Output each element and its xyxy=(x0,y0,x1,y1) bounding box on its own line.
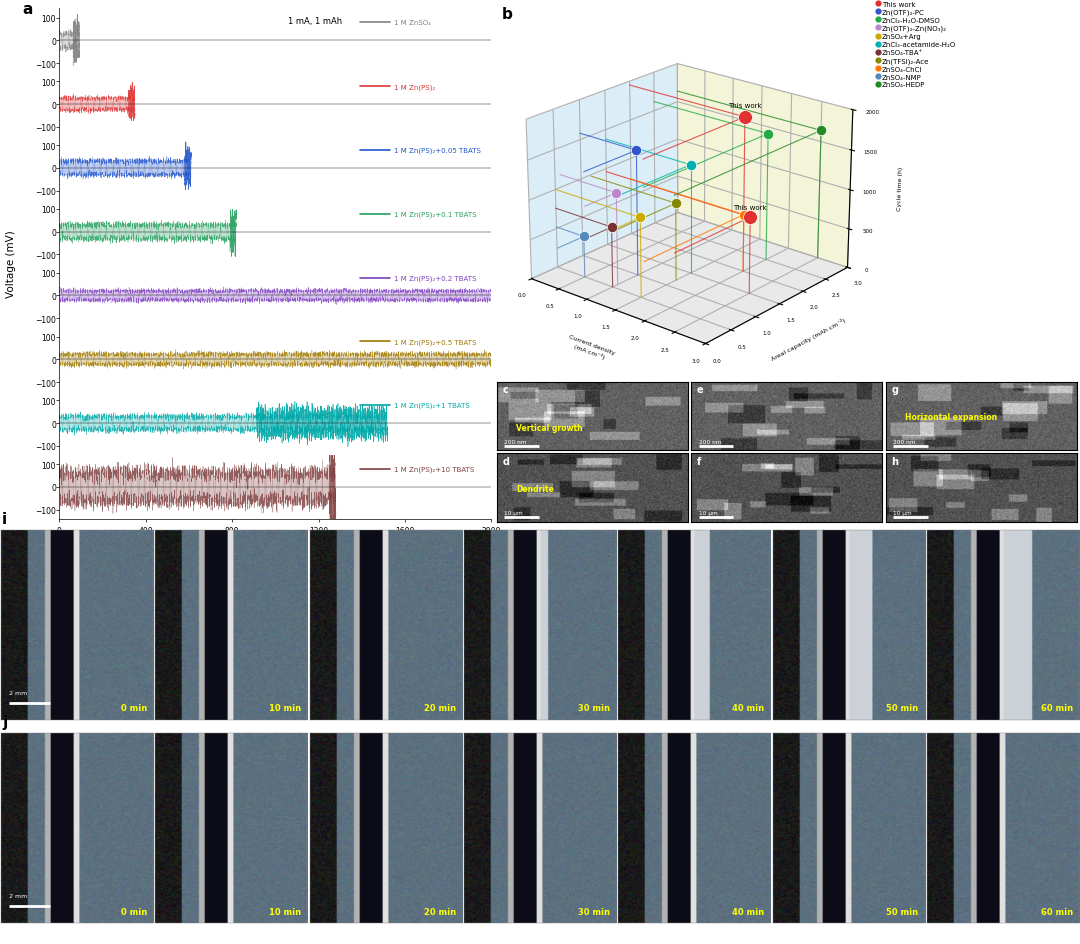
Text: d: d xyxy=(502,456,510,466)
Text: h: h xyxy=(891,456,899,466)
Text: 10 μm: 10 μm xyxy=(504,511,523,515)
Text: g: g xyxy=(891,385,899,395)
Text: 1 M Zn(PS)₂+0.1 TBATS: 1 M Zn(PS)₂+0.1 TBATS xyxy=(394,211,476,218)
Text: 200 nm: 200 nm xyxy=(699,440,721,445)
Text: Vertical growth: Vertical growth xyxy=(516,423,582,432)
X-axis label: Time (h): Time (h) xyxy=(255,539,296,548)
Text: j: j xyxy=(2,715,8,730)
Text: 10 μm: 10 μm xyxy=(699,511,717,515)
Text: 1 M Zn(PS)₂+0.05 TBATS: 1 M Zn(PS)₂+0.05 TBATS xyxy=(394,147,481,154)
Text: 1 M Zn(PS)₂+0.5 TBATS: 1 M Zn(PS)₂+0.5 TBATS xyxy=(394,339,476,346)
Text: 1 M ZnSO₄: 1 M ZnSO₄ xyxy=(394,21,431,26)
Text: Uniform growth: Uniform growth xyxy=(998,762,1008,836)
Y-axis label: Areal capacity (mAh cm⁻²): Areal capacity (mAh cm⁻²) xyxy=(770,317,847,362)
Text: 1 mA, 1 mAh: 1 mA, 1 mAh xyxy=(288,17,342,26)
Text: f: f xyxy=(697,456,701,466)
Text: 200 nm: 200 nm xyxy=(893,440,916,445)
Text: 1 M Zn(PS)₂+10 TBATS: 1 M Zn(PS)₂+10 TBATS xyxy=(394,466,474,473)
Text: Voltage (mV): Voltage (mV) xyxy=(5,230,16,298)
Text: i: i xyxy=(2,512,8,527)
Text: 1 M Zn(PS)₂+0.2 TBATS: 1 M Zn(PS)₂+0.2 TBATS xyxy=(394,275,476,281)
Text: e: e xyxy=(697,385,703,395)
Text: a: a xyxy=(23,2,33,17)
Text: c: c xyxy=(502,385,509,395)
Text: 1 M Zn(PS)₂: 1 M Zn(PS)₂ xyxy=(394,84,435,91)
Text: 1 M Zn(PS)₂+1 TBATS: 1 M Zn(PS)₂+1 TBATS xyxy=(394,402,470,409)
Text: Protuberance: Protuberance xyxy=(536,565,544,629)
Text: Horizontal expansion: Horizontal expansion xyxy=(905,413,997,422)
Legend: This work, Zn(OTF)₂-PC, ZnCl₂-H₂O-DMSO, Zn(OTF)₂-Zn(NO₃)₂, ZnSO₄+Arg, ZnCl₂-acet: This work, Zn(OTF)₂-PC, ZnCl₂-H₂O-DMSO, … xyxy=(874,0,959,92)
Text: 200 nm: 200 nm xyxy=(504,440,527,445)
Text: 10 μm: 10 μm xyxy=(893,511,912,515)
X-axis label: Current density
(mA cm⁻²): Current density (mA cm⁻²) xyxy=(566,334,616,362)
Text: b: b xyxy=(502,7,513,22)
Text: Dendrite: Dendrite xyxy=(998,604,1008,647)
Text: Dendrite: Dendrite xyxy=(516,484,554,493)
